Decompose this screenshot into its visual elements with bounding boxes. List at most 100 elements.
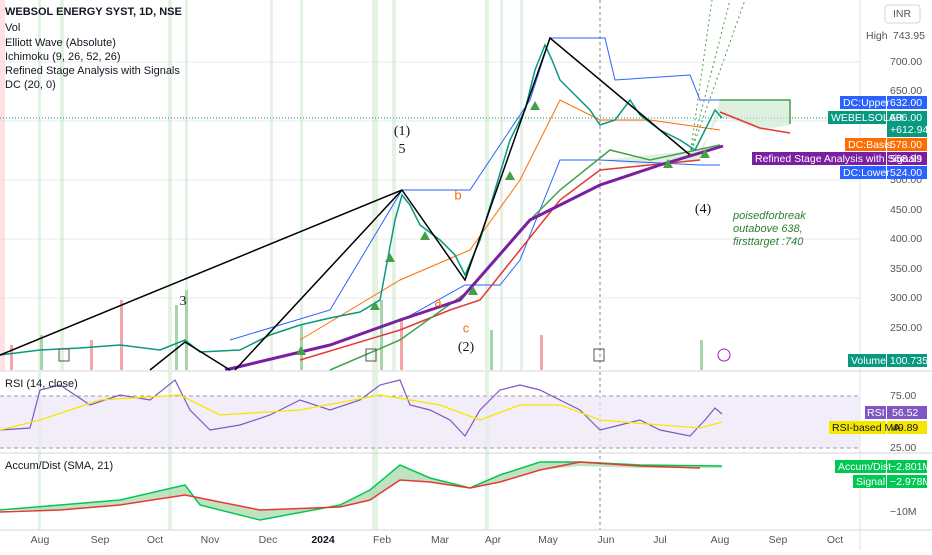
badge-label: Accum/Dist bbox=[838, 461, 891, 473]
wave-label: a bbox=[434, 294, 442, 309]
indicator: DC (20, 0) bbox=[5, 79, 56, 91]
badge-value: 578.00 bbox=[890, 139, 922, 151]
buy-signals bbox=[296, 101, 710, 355]
badge bbox=[887, 475, 927, 488]
price-label: 400.00 bbox=[890, 233, 922, 245]
span-b bbox=[719, 111, 791, 134]
symbol-title: WEBSOL ENERGY SYST, 1D, NSE bbox=[5, 6, 182, 18]
price-label: 700.00 bbox=[890, 56, 922, 68]
wave-label: (2) bbox=[458, 340, 475, 355]
badge-value: 558.99 bbox=[890, 153, 922, 165]
wave-label: 3 bbox=[180, 294, 187, 309]
month-label: Oct bbox=[827, 534, 843, 546]
wave-label: c bbox=[463, 320, 470, 335]
badge bbox=[853, 475, 886, 488]
month-label: Jun bbox=[598, 534, 615, 546]
badge-label: DC:Upper bbox=[843, 97, 890, 109]
dc-upper bbox=[229, 37, 720, 341]
wave-label: (1) bbox=[394, 124, 411, 139]
indicator: Elliott Wave (Absolute) bbox=[5, 37, 116, 49]
badge-change: +612.94% bbox=[890, 124, 932, 136]
badge-label: RSI-based MA bbox=[832, 422, 900, 434]
badge-label: Volume bbox=[851, 355, 886, 367]
month-label: Oct bbox=[147, 534, 163, 546]
month-label: Nov bbox=[201, 534, 220, 546]
price-label: 450.00 bbox=[890, 204, 922, 216]
base-line bbox=[299, 159, 701, 361]
badge bbox=[829, 421, 886, 434]
currency-box[interactable] bbox=[884, 4, 921, 24]
month-label: Aug bbox=[711, 534, 730, 546]
badge-value: 743.95 bbox=[893, 30, 925, 42]
accum-fill bbox=[0, 462, 722, 520]
price-axis: 700.00 650.00 500.00 450.00 400.00 350.0… bbox=[890, 56, 922, 334]
month-label: Sep bbox=[769, 534, 788, 546]
rsi-axis: 75.00 bbox=[890, 390, 916, 402]
signal-line bbox=[0, 461, 701, 513]
annotation-line: firsttarget :740 bbox=[733, 236, 804, 248]
wave-label: 5 bbox=[399, 142, 406, 157]
earnings-markers bbox=[58, 348, 731, 362]
wave-label: b bbox=[454, 187, 461, 202]
indicator: Vol bbox=[5, 22, 20, 34]
month-label: Feb bbox=[373, 534, 391, 546]
badge bbox=[887, 354, 927, 367]
badge-label: Refined Stage Analysis with Signals bbox=[755, 153, 922, 165]
badge bbox=[887, 166, 927, 179]
month-label: Dec bbox=[259, 534, 278, 546]
indicator: Refined Stage Analysis with Signals bbox=[5, 65, 180, 77]
badge bbox=[828, 111, 886, 124]
month-label: May bbox=[538, 534, 559, 546]
badge bbox=[845, 138, 886, 151]
month-label: Apr bbox=[485, 534, 502, 546]
badge bbox=[887, 406, 927, 419]
badge bbox=[887, 421, 927, 434]
badge-label: Signal bbox=[856, 476, 885, 488]
month-label: 2024 bbox=[311, 534, 335, 546]
month-label: Jul bbox=[653, 534, 666, 546]
pane-title: Accum/Dist (SMA, 21) bbox=[5, 460, 113, 472]
grid bbox=[0, 61, 860, 299]
target-lines bbox=[689, 0, 746, 156]
cloud bbox=[600, 100, 790, 165]
price-label: 650.00 bbox=[890, 85, 922, 97]
badge bbox=[887, 96, 927, 109]
indicator: Ichimoku (9, 26, 52, 26) bbox=[5, 51, 121, 63]
month-label: Sep bbox=[91, 534, 110, 546]
badge-label: DC:Lower bbox=[843, 167, 890, 179]
red-stripe bbox=[0, 0, 5, 370]
annotation: poisedforbreak outabove 638, firsttarget… bbox=[732, 210, 806, 248]
accum-axis: −10M bbox=[890, 506, 917, 518]
price-label: 250.00 bbox=[890, 322, 922, 334]
badge-value: 56.52 bbox=[892, 407, 918, 419]
badge-value: −2.801M bbox=[890, 461, 931, 473]
rsi-band bbox=[0, 396, 860, 448]
elliott-wave bbox=[0, 36, 691, 371]
price-label: 300.00 bbox=[890, 292, 922, 304]
badge-label: WEBELSOLAR bbox=[831, 112, 904, 124]
badge-value: 100.735K bbox=[890, 355, 932, 367]
badge-label: RSI bbox=[867, 407, 885, 419]
badge bbox=[887, 111, 927, 137]
badge-label: High bbox=[866, 30, 888, 42]
wave-label: (4) bbox=[695, 202, 712, 217]
badge-label: DC:Basis bbox=[848, 139, 892, 151]
badge bbox=[865, 406, 886, 419]
badge bbox=[887, 460, 927, 473]
badge bbox=[887, 138, 927, 151]
annotation-line: poisedforbreak bbox=[732, 210, 806, 222]
badge-value: 524.00 bbox=[890, 167, 922, 179]
badge bbox=[840, 166, 886, 179]
month-label: Mar bbox=[431, 534, 450, 546]
stage-ma bbox=[224, 144, 724, 372]
dc-basis bbox=[299, 99, 721, 341]
badge bbox=[835, 460, 886, 473]
lagging bbox=[329, 144, 721, 371]
accum-line bbox=[0, 461, 723, 521]
span-a bbox=[720, 99, 791, 124]
annotation-line: outabove 638, bbox=[733, 223, 803, 235]
badge bbox=[887, 152, 927, 165]
badge-value: 49.89 bbox=[892, 422, 918, 434]
month-label: Aug bbox=[31, 534, 50, 546]
